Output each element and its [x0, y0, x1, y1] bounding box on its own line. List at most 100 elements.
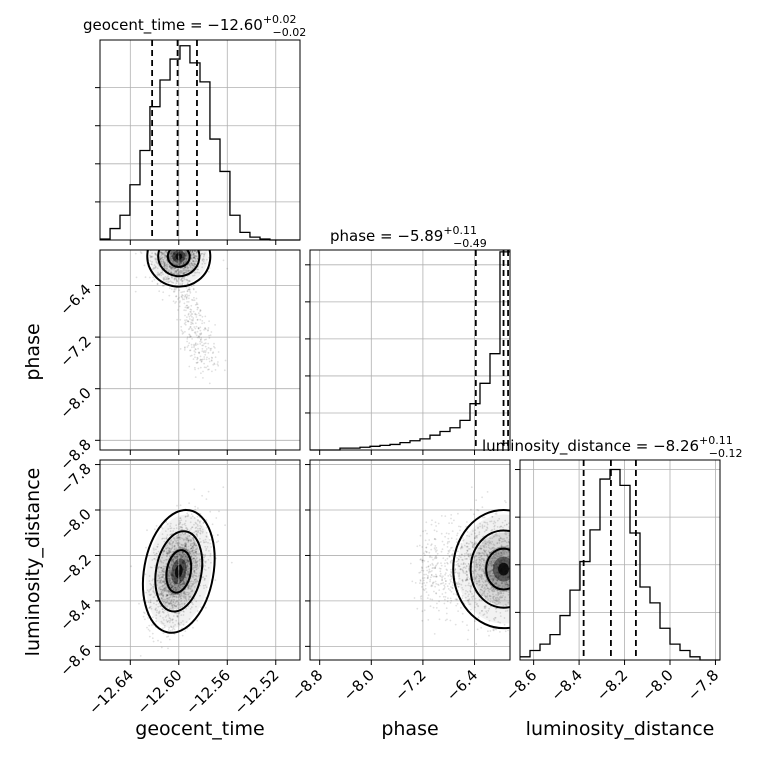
sample-point: [450, 590, 453, 593]
sample-point: [550, 560, 552, 562]
sample-point: [168, 566, 171, 569]
sample-point: [169, 543, 172, 546]
sample-point: [548, 570, 550, 572]
sample-point: [164, 246, 166, 248]
sample-point: [489, 572, 492, 574]
sample-point: [506, 583, 509, 585]
sample-point: [183, 269, 186, 272]
sample-point: [194, 560, 196, 563]
sample-point: [198, 520, 201, 523]
sample-point: [170, 593, 173, 595]
sample-point: [180, 579, 182, 582]
sample-point: [211, 243, 213, 245]
sample-point: [199, 245, 201, 247]
sample-point: [481, 585, 484, 588]
sample-point: [184, 595, 187, 598]
sample-point: [524, 570, 526, 572]
sample-point: [484, 605, 487, 607]
sample-point: [478, 568, 481, 570]
sample-point: [204, 315, 207, 318]
sample-point: [162, 259, 165, 261]
sample-point: [182, 555, 184, 558]
sample-point: [180, 252, 182, 255]
sample-point: [524, 590, 526, 592]
sample-point: [161, 284, 164, 287]
sample-point: [191, 236, 193, 238]
sample-point: [521, 588, 523, 590]
sample-point: [480, 560, 483, 563]
sample-point: [170, 253, 173, 255]
sample-point: [485, 553, 488, 556]
sample-point: [192, 358, 195, 360]
sample-point: [190, 245, 192, 247]
sample-point: [192, 257, 195, 259]
sample-point: [197, 306, 200, 309]
sample-point: [188, 244, 190, 246]
sample-point: [178, 262, 181, 265]
sample-point: [546, 573, 548, 575]
sample-point: [173, 255, 176, 258]
sample-point: [185, 569, 188, 571]
sample-point: [440, 562, 442, 564]
sample-point: [193, 531, 196, 534]
sample-point: [171, 573, 174, 575]
sample-point: [478, 564, 481, 567]
sample-point: [209, 334, 212, 337]
sample-point: [185, 254, 188, 257]
sample-point: [178, 560, 180, 563]
sample-point: [435, 525, 437, 527]
sample-point: [488, 574, 491, 577]
sample-point: [512, 554, 514, 556]
sample-point: [160, 576, 163, 579]
sample-point: [481, 594, 484, 597]
sample-point: [182, 257, 185, 259]
sample-point: [182, 553, 185, 556]
sample-point: [163, 598, 165, 601]
sample-point: [500, 551, 502, 554]
sample-point: [516, 560, 518, 562]
sample-point: [168, 599, 171, 601]
sample-point: [527, 520, 529, 522]
sample-point: [206, 546, 209, 548]
sample-point: [150, 255, 152, 258]
sample-point: [172, 569, 174, 571]
sample-point: [189, 552, 192, 555]
sample-point: [185, 254, 188, 256]
sample-point: [512, 596, 514, 598]
sample-point: [551, 537, 553, 539]
sample-point: [511, 576, 513, 578]
sample-point: [173, 578, 176, 581]
sample-point: [196, 260, 199, 263]
sample-point: [492, 571, 495, 573]
sample-point: [529, 548, 531, 550]
sample-point: [186, 242, 188, 244]
sample-point: [183, 302, 186, 305]
sample-point: [194, 312, 197, 315]
sample-point: [159, 586, 161, 589]
sample-point: [160, 571, 163, 574]
sample-point: [174, 271, 177, 274]
sample-point: [162, 537, 164, 540]
sample-point: [184, 548, 186, 550]
sample-point: [500, 574, 502, 576]
sample-point: [177, 253, 180, 256]
sample-point: [168, 593, 171, 595]
sample-point: [190, 582, 193, 585]
sample-point: [156, 599, 158, 602]
sample-point: [146, 589, 149, 592]
sample-point: [434, 545, 437, 547]
sample-point: [168, 607, 171, 610]
sample-point: [189, 266, 192, 269]
sample-point: [161, 538, 164, 540]
sample-point: [178, 611, 181, 614]
sample-point: [182, 255, 185, 257]
sample-point: [158, 593, 161, 596]
sample-point: [495, 513, 498, 515]
sample-point: [186, 559, 189, 562]
sample-point: [516, 530, 518, 532]
sample-point: [488, 560, 491, 563]
sample-point: [497, 572, 500, 574]
sample-point: [175, 250, 178, 252]
sample-point: [170, 586, 173, 589]
sample-point: [196, 564, 199, 567]
